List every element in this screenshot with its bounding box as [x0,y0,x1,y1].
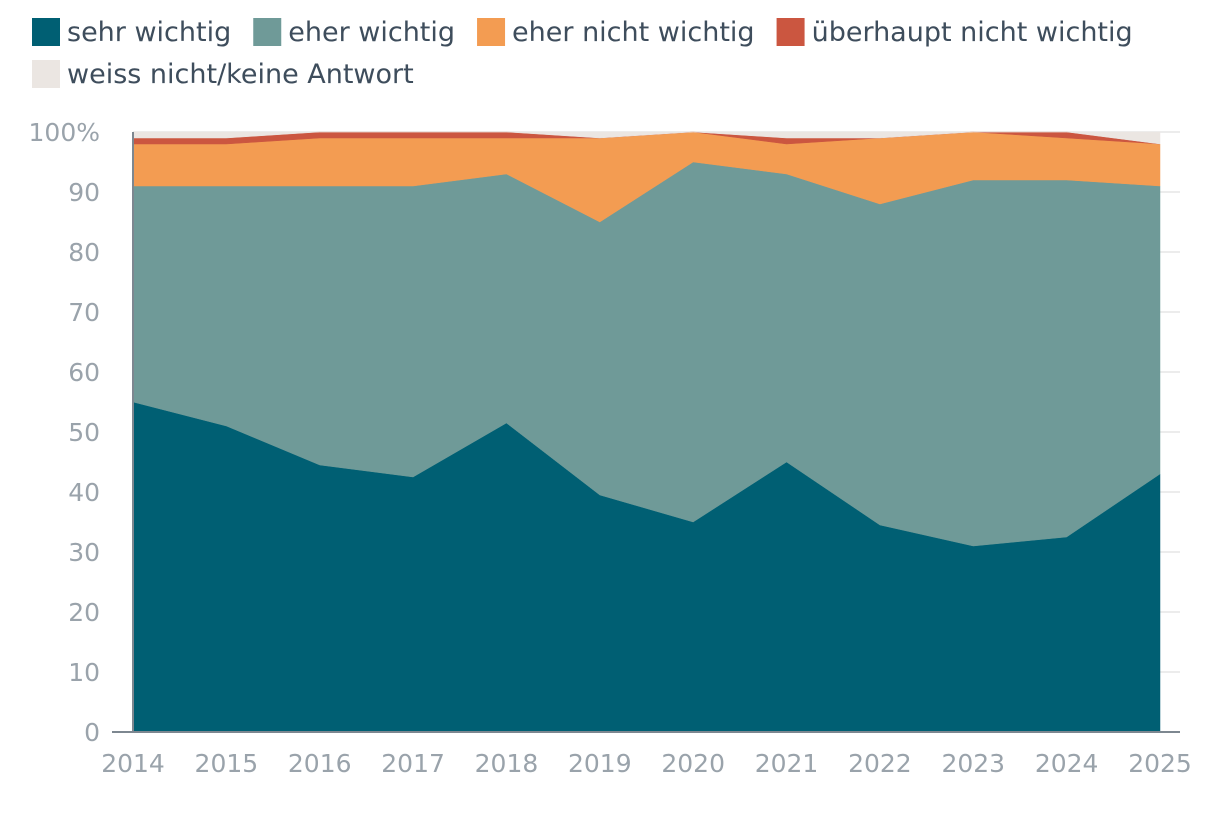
series-areas [132,131,1161,733]
y-tick-label-40: 40 [68,478,100,507]
y-tick-labels: 0 10 20 30 40 50 60 70 80 90 100% [29,118,100,747]
y-tick-label-80: 80 [68,238,100,267]
legend-label-überhaupt-nicht-wichtig: überhaupt nicht wichtig [812,17,1133,48]
y-tick-label-0: 0 [84,718,100,747]
x-tick-label-2018: 2018 [475,749,539,778]
y-tick-label-20: 20 [68,598,100,627]
legend-label-sehr-wichtig: sehr wichtig [67,17,231,48]
x-tick-label-2023: 2023 [941,749,1005,778]
legend: sehr wichtig eher wichtig eher nicht wicht… [32,17,1133,90]
legend-item-überhaupt-nicht-wichtig: überhaupt nicht wichtig [776,17,1133,48]
area-weiss-nicht-keine-antwort [132,131,1161,145]
legend-item-eher-nicht-wichtig: eher nicht wichtig [477,17,755,48]
legend-item-sehr-wichtig: sehr wichtig [32,17,231,48]
legend-label-eher-nicht-wichtig: eher nicht wichtig [512,17,755,48]
axes [112,132,1180,733]
legend-swatch-überhaupt-nicht-wichtig [776,18,805,46]
x-tick-label-2019: 2019 [568,749,632,778]
x-tick-label-2015: 2015 [195,749,259,778]
y-tick-label-50: 50 [68,418,100,447]
y-tick-label-90: 90 [68,178,100,207]
x-tick-labels: 2014 2015 2016 2017 2018 2019 2020 2021 2022 2023… [101,749,1192,778]
x-tick-label-2020: 2020 [661,749,725,778]
x-tick-label-2022: 2022 [848,749,912,778]
x-tick-label-2016: 2016 [288,749,352,778]
legend-swatch-eher-nicht-wichtig [477,18,506,46]
y-tick-label-70: 70 [68,298,100,327]
x-tick-label-2024: 2024 [1035,749,1099,778]
legend-swatch-eher-wichtig [253,18,282,46]
legend-label-eher-wichtig: eher wichtig [288,17,455,48]
y-tick-label-100: 100% [29,118,100,147]
y-tick-label-10: 10 [68,658,100,687]
x-tick-label-2021: 2021 [755,749,819,778]
legend-item-eher-wichtig: eher wichtig [253,17,455,48]
x-tick-label-2025: 2025 [1128,749,1192,778]
x-tick-label-2014: 2014 [101,749,165,778]
legend-item-weiss-nicht-keine-antwort: weiss nicht/keine Antwort [32,59,414,90]
legend-swatch-sehr-wichtig [32,18,60,46]
legend-label-weiss-nicht-keine-antwort: weiss nicht/keine Antwort [67,59,414,90]
y-tick-label-60: 60 [68,358,100,387]
x-tick-label-2017: 2017 [381,749,445,778]
y-tick-label-30: 30 [68,538,100,567]
legend-swatch-weiss-nicht-keine-antwort [32,60,60,88]
